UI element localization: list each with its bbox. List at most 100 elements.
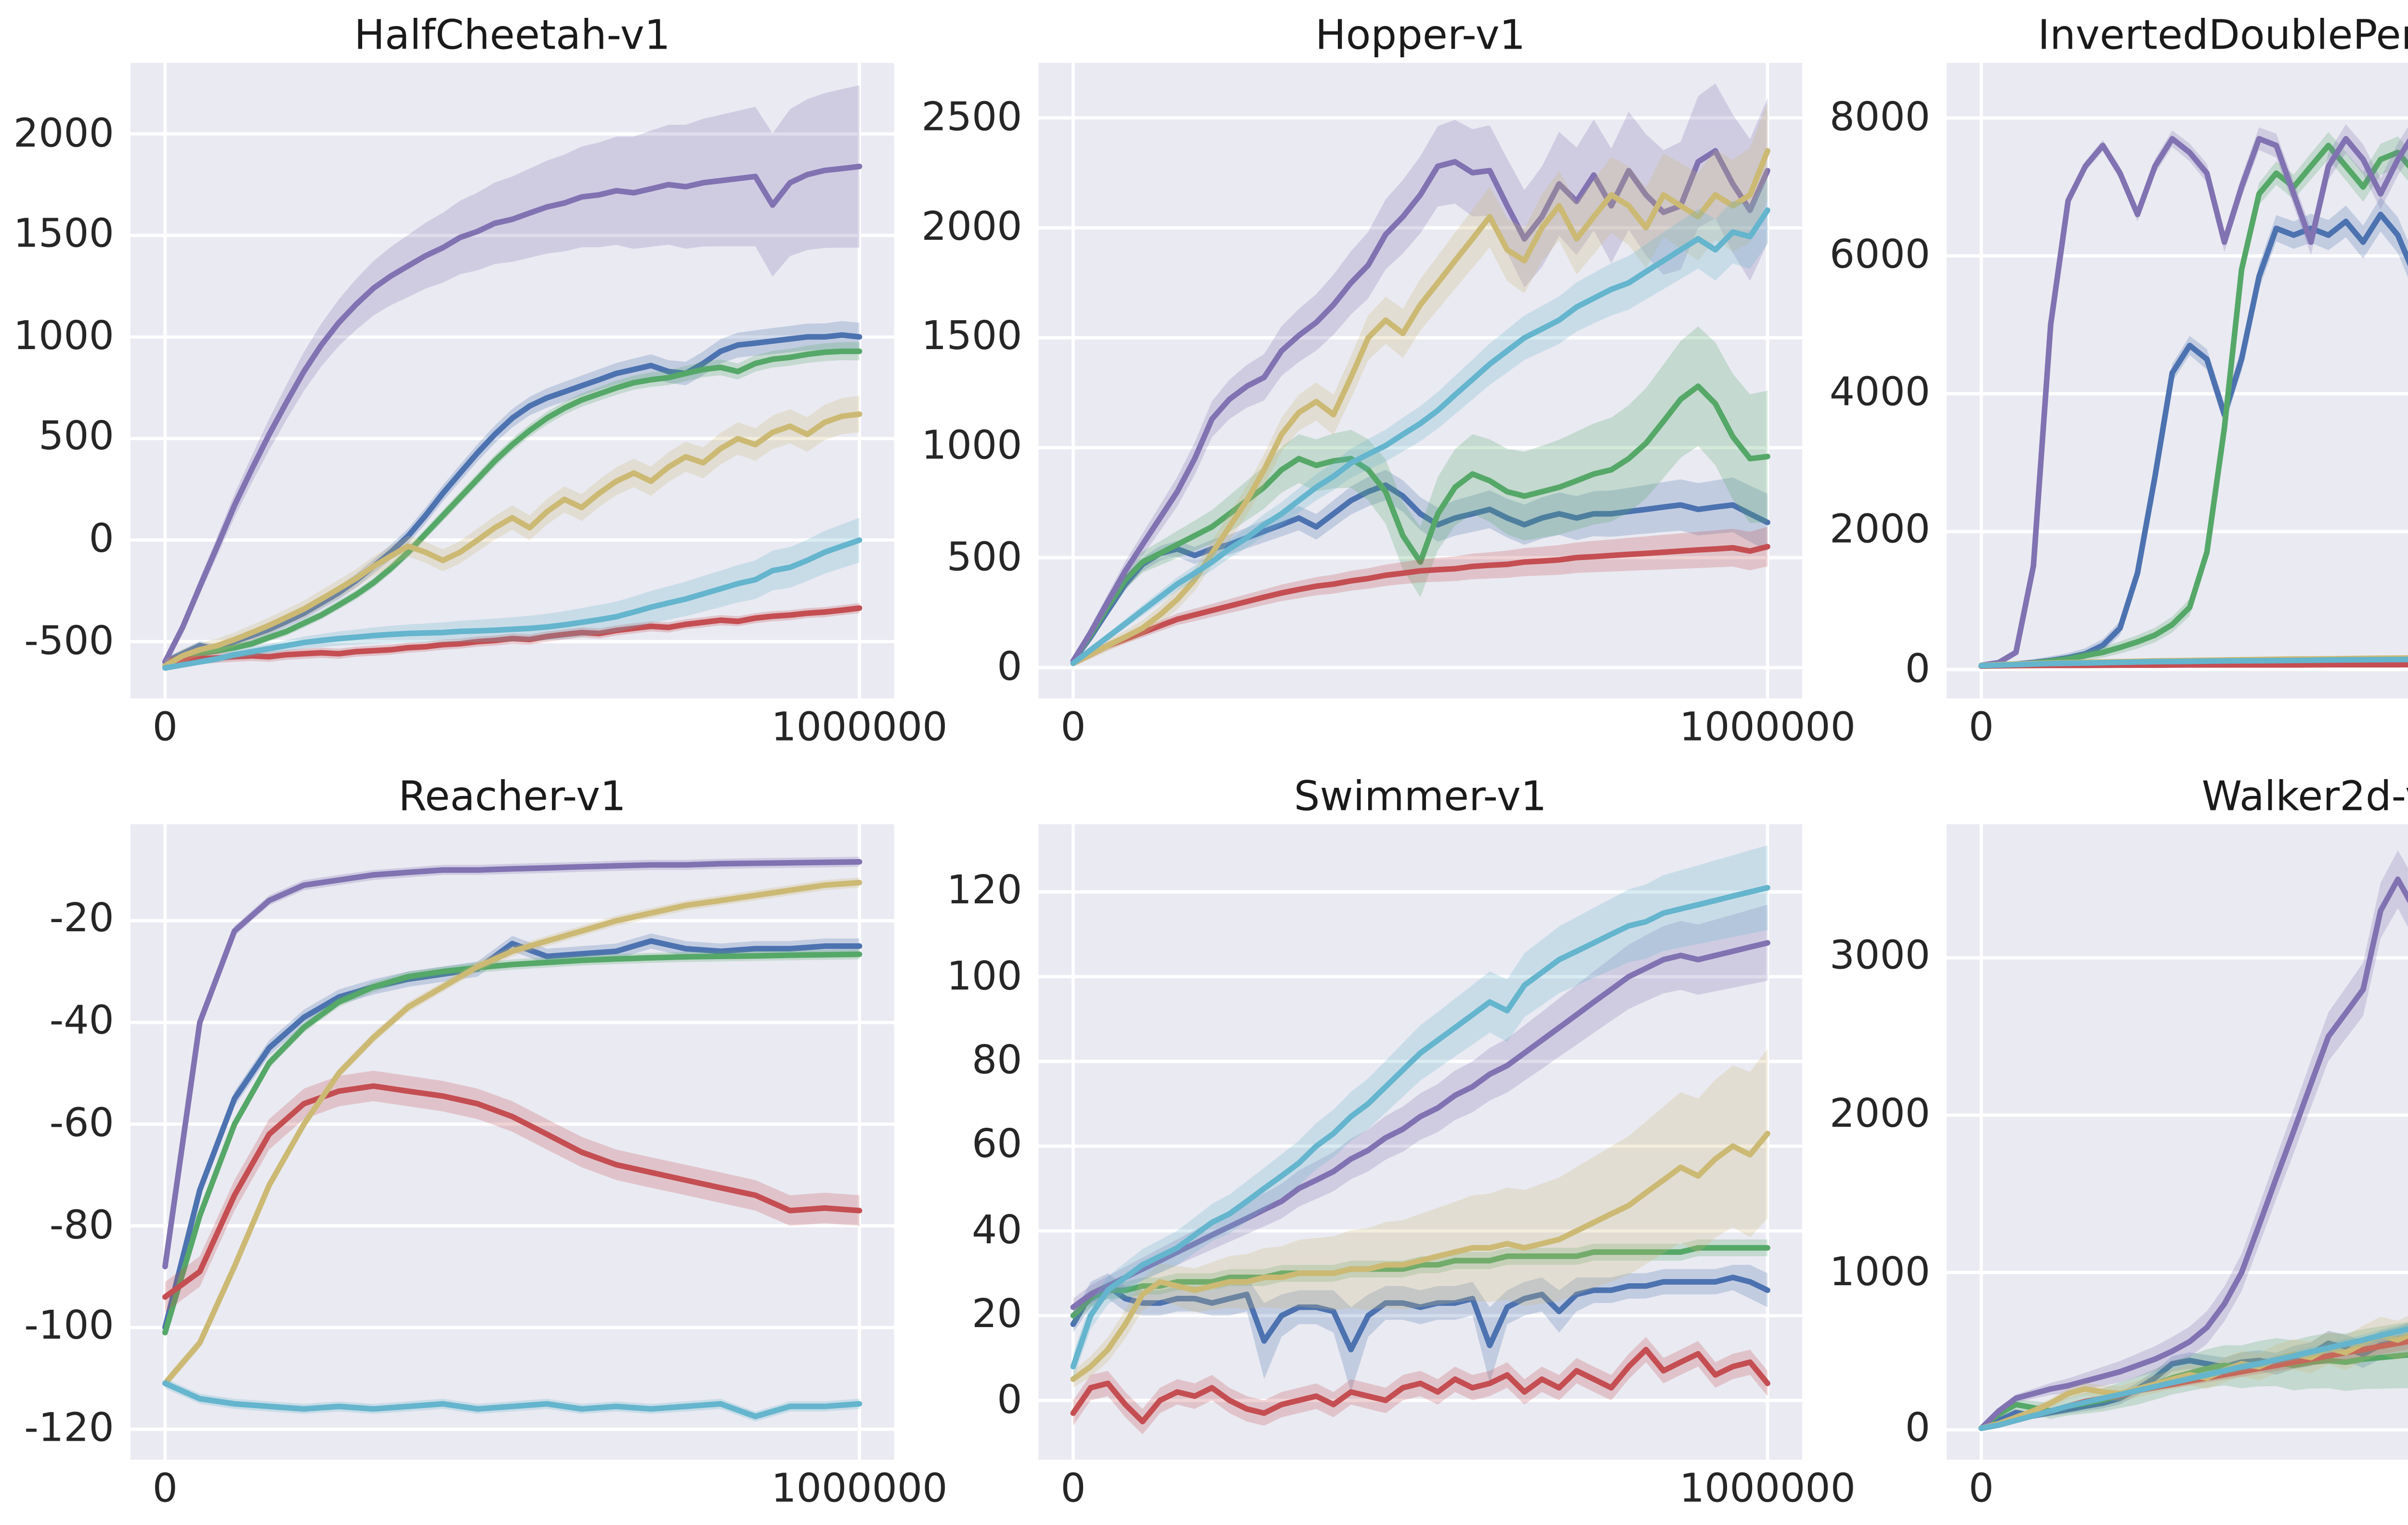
chart-title: InvertedDoublePendulum-v1: [2038, 14, 2408, 61]
x-tick-label: 0: [1968, 705, 1994, 752]
series-band-a2c_tr: [1073, 326, 1768, 665]
series-band-ppo: [165, 85, 860, 666]
y-tick-label: -20: [49, 897, 114, 944]
y-axis-tick-labels: 0 2000 4000 6000 8000: [1830, 63, 1947, 699]
series-line-vpg: [162, 880, 863, 1386]
chart-title: Walker2d-v1: [2201, 775, 2408, 822]
y-tick-label: 80: [971, 1038, 1022, 1085]
chart-body: -500 0 500 1000 1500 2000: [13, 63, 894, 699]
series-line-trpo: [1070, 885, 1770, 1369]
x-tick-label: 1000000: [771, 705, 948, 752]
y-axis-tick-labels: -500 0 500 1000 1500 2000: [13, 63, 131, 699]
chart-body: 0 1000 2000 3000: [1830, 824, 2408, 1460]
series-band-cem: [1073, 527, 1768, 667]
y-tick-label: 2500: [921, 94, 1022, 142]
y-tick-label: 120: [946, 868, 1022, 915]
axes-background: [1946, 63, 2408, 699]
series-line-ppo: [162, 163, 863, 665]
series-band-trpo: [1073, 845, 1768, 1380]
x-tick-label: 0: [1968, 1466, 1994, 1513]
subplot-hopper: Hopper-v1 0 500 1000 1500 2000 2500 0 1000000: [921, 14, 1856, 754]
subplot-halfcheetah: HalfCheetah-v1 -500 0 500 1000 1500 2000 0 100…: [13, 14, 948, 754]
x-tick-label: 0: [1060, 1466, 1086, 1513]
series-band-ppo: [1073, 83, 1768, 665]
series-line-vpg: [1070, 1131, 1770, 1382]
y-tick-label: 1500: [921, 314, 1022, 361]
axes-background: [130, 824, 894, 1460]
y-axis-tick-labels: -120 -100 -80 -60 -40 -20: [14, 824, 131, 1460]
y-tick-label: 0: [89, 517, 114, 563]
y-tick-label: 8000: [1829, 94, 1931, 142]
plot-area: [1946, 824, 2408, 1460]
y-tick-label: 0: [997, 644, 1022, 691]
y-axis-tick-labels: 0 500 1000 1500 2000 2500: [921, 63, 1039, 699]
y-tick-label: -80: [49, 1202, 114, 1250]
series-band-vpg: [1981, 1316, 2408, 1430]
axes-background: [1038, 824, 1803, 1460]
series-line-a2c: [1978, 1335, 2408, 1431]
y-tick-label: -100: [24, 1304, 114, 1351]
y-tick-label: -60: [49, 1101, 114, 1147]
series-line-a2c: [1070, 1275, 1770, 1353]
y-tick-label: 1000: [13, 313, 114, 361]
chart-body: 0 2000 4000 6000 8000: [1830, 63, 2408, 699]
series-line-trpo: [1978, 656, 2408, 669]
chart-body: 0 20 40 60 80 100 120: [922, 824, 1803, 1460]
y-tick-label: 2000: [1829, 508, 1931, 555]
chart-title: Swimmer-v1: [1294, 775, 1547, 822]
plot-area: [130, 63, 894, 699]
y-tick-label: 2000: [13, 110, 114, 157]
series-line-ppo: [1070, 148, 1770, 664]
y-tick-label: 6000: [1829, 233, 1931, 279]
y-tick-label: -500: [24, 618, 114, 665]
series-line-cem: [162, 1083, 863, 1300]
series-line-a2c_tr: [1978, 143, 2408, 669]
x-tick-label: 0: [1060, 705, 1086, 752]
x-axis-tick-labels: 0 1000000: [922, 1460, 1856, 1515]
series-line-cem: [162, 605, 863, 665]
series-line-vpg: [162, 411, 863, 669]
y-tick-label: 40: [971, 1207, 1022, 1254]
series-line-a2c: [1070, 482, 1770, 664]
y-tick-label: -40: [49, 999, 114, 1046]
y-tick-label: -120: [24, 1406, 114, 1453]
y-tick-label: 2000: [1829, 1092, 1931, 1139]
series-line-trpo: [1978, 1326, 2408, 1431]
y-tick-label: 3000: [1829, 934, 1931, 981]
x-tick-label: 1000000: [1679, 1466, 1856, 1513]
chart-body: -120 -100 -80 -60 -40 -20: [14, 824, 894, 1460]
y-tick-label: 0: [1905, 1406, 1931, 1453]
plot-area: [130, 824, 894, 1460]
series-line-a2c_tr: [162, 348, 863, 669]
series-band-vpg: [1073, 102, 1768, 667]
y-tick-label: 1500: [13, 212, 114, 259]
series-line-trpo: [162, 537, 863, 671]
series-line-a2c_tr: [1070, 1245, 1770, 1318]
y-tick-label: 1000: [1829, 1249, 1931, 1296]
y-tick-label: 1000: [921, 424, 1022, 471]
series-line-a2c: [162, 332, 863, 665]
y-tick-label: 60: [971, 1122, 1022, 1170]
axes-background: [130, 63, 894, 699]
series-band-vpg: [165, 395, 860, 672]
series-band-ppo: [1073, 904, 1768, 1316]
series-line-ppo: [162, 859, 863, 1269]
plot-area: [1946, 63, 2408, 699]
y-tick-label: 500: [946, 534, 1022, 581]
subplot-reacher: Reacher-v1 -120 -100 -80 -60 -40 -20 0 1000000: [14, 775, 948, 1515]
series-line-vpg: [1070, 148, 1770, 666]
series-line-a2c: [162, 938, 863, 1330]
series-line-trpo: [1070, 207, 1770, 666]
y-axis-tick-labels: 0 1000 2000 3000: [1830, 824, 1947, 1460]
y-tick-label: 0: [997, 1377, 1022, 1424]
y-tick-label: 4000: [1829, 370, 1931, 417]
y-tick-label: 2000: [921, 204, 1022, 251]
chart-title: Hopper-v1: [1315, 14, 1526, 61]
series-line-ppo: [1070, 940, 1770, 1310]
